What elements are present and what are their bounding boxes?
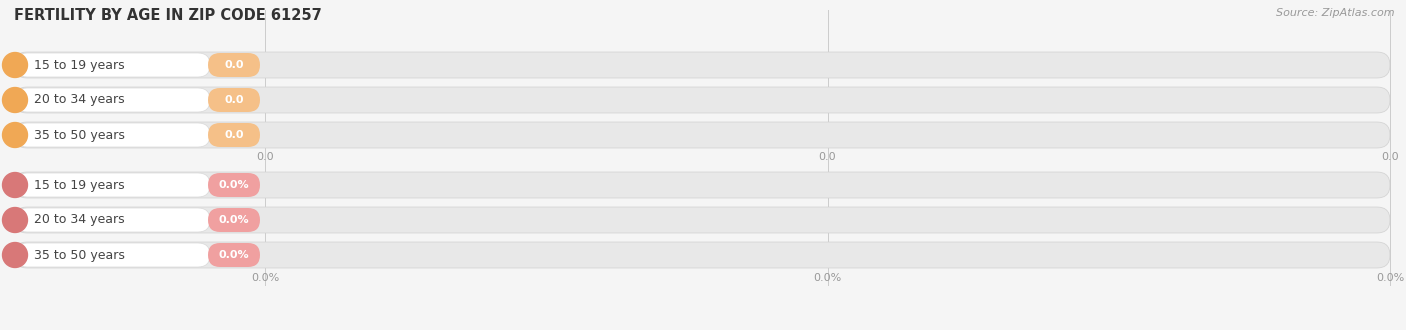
FancyBboxPatch shape bbox=[14, 207, 1391, 233]
FancyBboxPatch shape bbox=[14, 242, 1391, 268]
Text: 0.0%: 0.0% bbox=[219, 180, 249, 190]
FancyBboxPatch shape bbox=[208, 88, 260, 112]
FancyBboxPatch shape bbox=[14, 122, 1391, 148]
Text: 0.0: 0.0 bbox=[1381, 152, 1399, 162]
Circle shape bbox=[3, 243, 28, 268]
FancyBboxPatch shape bbox=[208, 208, 260, 232]
Text: 0.0: 0.0 bbox=[224, 130, 243, 140]
Circle shape bbox=[3, 173, 28, 197]
Circle shape bbox=[3, 208, 28, 232]
Text: 0.0%: 0.0% bbox=[219, 250, 249, 260]
Text: 0.0%: 0.0% bbox=[219, 215, 249, 225]
Text: 0.0%: 0.0% bbox=[1376, 273, 1405, 283]
Text: 20 to 34 years: 20 to 34 years bbox=[34, 214, 125, 226]
Text: 35 to 50 years: 35 to 50 years bbox=[34, 128, 125, 142]
FancyBboxPatch shape bbox=[14, 87, 1391, 113]
FancyBboxPatch shape bbox=[208, 173, 260, 197]
FancyBboxPatch shape bbox=[15, 208, 209, 232]
Text: 15 to 19 years: 15 to 19 years bbox=[34, 58, 125, 72]
Text: 0.0: 0.0 bbox=[818, 152, 837, 162]
FancyBboxPatch shape bbox=[14, 52, 1391, 78]
FancyBboxPatch shape bbox=[15, 243, 209, 267]
FancyBboxPatch shape bbox=[15, 53, 209, 77]
Text: 20 to 34 years: 20 to 34 years bbox=[34, 93, 125, 107]
Circle shape bbox=[3, 122, 28, 148]
Circle shape bbox=[3, 52, 28, 78]
Text: 0.0: 0.0 bbox=[256, 152, 274, 162]
FancyBboxPatch shape bbox=[208, 243, 260, 267]
Text: Source: ZipAtlas.com: Source: ZipAtlas.com bbox=[1277, 8, 1395, 18]
Text: FERTILITY BY AGE IN ZIP CODE 61257: FERTILITY BY AGE IN ZIP CODE 61257 bbox=[14, 8, 322, 23]
Text: 0.0: 0.0 bbox=[224, 95, 243, 105]
Text: 0.0: 0.0 bbox=[224, 60, 243, 70]
Text: 15 to 19 years: 15 to 19 years bbox=[34, 179, 125, 191]
Text: 35 to 50 years: 35 to 50 years bbox=[34, 248, 125, 261]
FancyBboxPatch shape bbox=[15, 88, 209, 112]
FancyBboxPatch shape bbox=[208, 53, 260, 77]
Circle shape bbox=[3, 87, 28, 113]
FancyBboxPatch shape bbox=[15, 173, 209, 197]
FancyBboxPatch shape bbox=[15, 123, 209, 147]
Text: 0.0%: 0.0% bbox=[250, 273, 280, 283]
Text: 0.0%: 0.0% bbox=[814, 273, 842, 283]
FancyBboxPatch shape bbox=[208, 123, 260, 147]
FancyBboxPatch shape bbox=[14, 172, 1391, 198]
